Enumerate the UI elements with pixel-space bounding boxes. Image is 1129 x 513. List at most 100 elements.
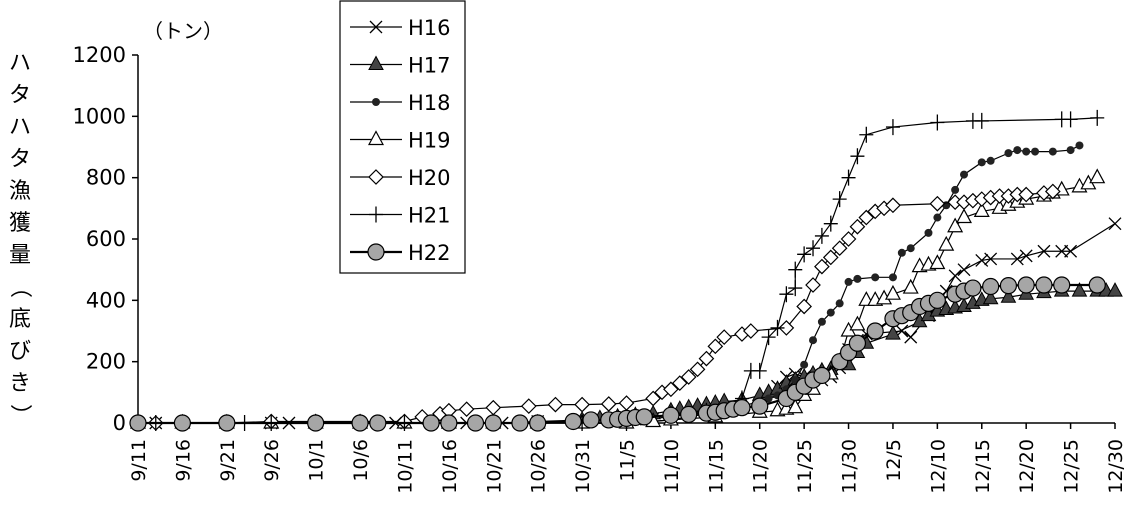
point-H18 [764, 394, 773, 403]
legend-marker [369, 20, 383, 34]
point-H22 [848, 334, 867, 352]
point-H18 [933, 213, 942, 222]
legend-marker [367, 130, 385, 146]
point-H18 [826, 308, 835, 317]
point-H21 [974, 112, 989, 129]
point-H22 [218, 414, 236, 432]
series-line-H21 [138, 117, 1098, 424]
point-H19 [1089, 168, 1106, 184]
point-H20 [742, 323, 759, 339]
x-tick-label: 10/21 [483, 439, 505, 494]
point-H16 [957, 263, 971, 277]
point-H20 [671, 375, 688, 391]
point-H20 [1044, 183, 1061, 200]
point-H20 [689, 361, 706, 378]
point-H20 [840, 231, 857, 247]
x-tick-label: 9/16 [172, 439, 194, 482]
legend-marker [372, 98, 380, 106]
y-tick-label: 800 [86, 166, 126, 190]
point-H22 [484, 414, 502, 432]
point-H22 [173, 414, 192, 432]
point-H22 [422, 414, 440, 432]
point-H19 [938, 235, 955, 251]
x-tick-label: 10/11 [394, 439, 416, 494]
point-H18 [960, 170, 969, 179]
series-H22 [129, 276, 1106, 432]
point-H22 [529, 414, 547, 432]
point-H21 [797, 246, 812, 263]
x-tick-label: 9/11 [128, 439, 150, 482]
x-tick-label: 11/5 [617, 439, 639, 482]
point-H19 [947, 217, 964, 233]
point-H16 [1064, 244, 1078, 258]
point-H18 [1075, 141, 1084, 150]
point-H21 [1063, 111, 1078, 128]
point-H19 [956, 208, 973, 224]
y-axis-label-char: 漁 [9, 179, 31, 204]
point-H16 [1019, 249, 1033, 263]
x-tick-label: 12/10 [927, 439, 949, 494]
x-tick-label: 10/31 [572, 439, 594, 494]
y-axis-label-char: タ [9, 83, 31, 108]
x-tick-label: 11/15 [705, 439, 727, 494]
legend-label: H18 [408, 91, 451, 115]
x-tick-label: 12/20 [1016, 439, 1038, 494]
point-H19 [884, 284, 901, 300]
point-H19 [929, 254, 946, 270]
point-H20 [885, 197, 901, 214]
x-tick-label: 9/26 [261, 439, 283, 482]
point-H20 [547, 396, 564, 413]
x-tick-label: 12/5 [883, 439, 905, 482]
point-H22 [635, 408, 653, 426]
point-H22 [982, 277, 1000, 296]
point-H20 [716, 329, 733, 345]
point-H16 [975, 254, 989, 267]
point-H16 [1010, 252, 1024, 266]
point-H21 [788, 261, 803, 278]
point-H22 [813, 366, 831, 385]
legend-marker [368, 169, 384, 185]
point-H18 [1031, 147, 1040, 156]
point-H17 [885, 325, 901, 340]
point-H22 [866, 322, 884, 340]
point-H20 [618, 395, 635, 411]
point-H22 [1017, 276, 1035, 294]
point-H18 [800, 360, 809, 369]
point-H21 [779, 286, 794, 303]
point-H19 [787, 398, 804, 414]
point-H20 [1018, 186, 1035, 203]
point-H22 [999, 277, 1018, 295]
point-H18 [853, 274, 862, 283]
legend-label: H20 [408, 166, 451, 190]
x-tick-label: 10/26 [528, 439, 550, 494]
x-tick-label: 12/25 [1061, 439, 1083, 494]
x-tick-label: 11/20 [750, 439, 772, 494]
point-H20 [849, 218, 866, 235]
y-tick-label: 1200 [73, 43, 126, 67]
y-tick-label: 600 [86, 227, 126, 251]
point-H21 [823, 215, 838, 232]
point-H20 [520, 398, 537, 414]
y-axis-label-char: 獲 [9, 211, 31, 236]
point-H18 [924, 228, 933, 237]
point-H21 [850, 148, 865, 165]
series-layer [129, 109, 1123, 432]
point-H16 [948, 269, 962, 283]
x-tick-label: 10/1 [306, 439, 328, 482]
point-H22 [751, 397, 769, 415]
point-H21 [770, 319, 785, 336]
point-H22 [1088, 276, 1106, 294]
point-H17 [1107, 282, 1123, 297]
point-H22 [369, 414, 387, 432]
legend-label: H19 [408, 129, 451, 153]
point-H18 [1013, 146, 1022, 155]
series-line-H18 [138, 144, 1080, 424]
point-H18 [844, 277, 853, 286]
point-H20 [680, 369, 697, 385]
series-H21 [131, 109, 1105, 431]
legend-marker [367, 243, 385, 261]
point-H20 [485, 399, 502, 416]
x-tick-label: 10/16 [439, 439, 461, 494]
